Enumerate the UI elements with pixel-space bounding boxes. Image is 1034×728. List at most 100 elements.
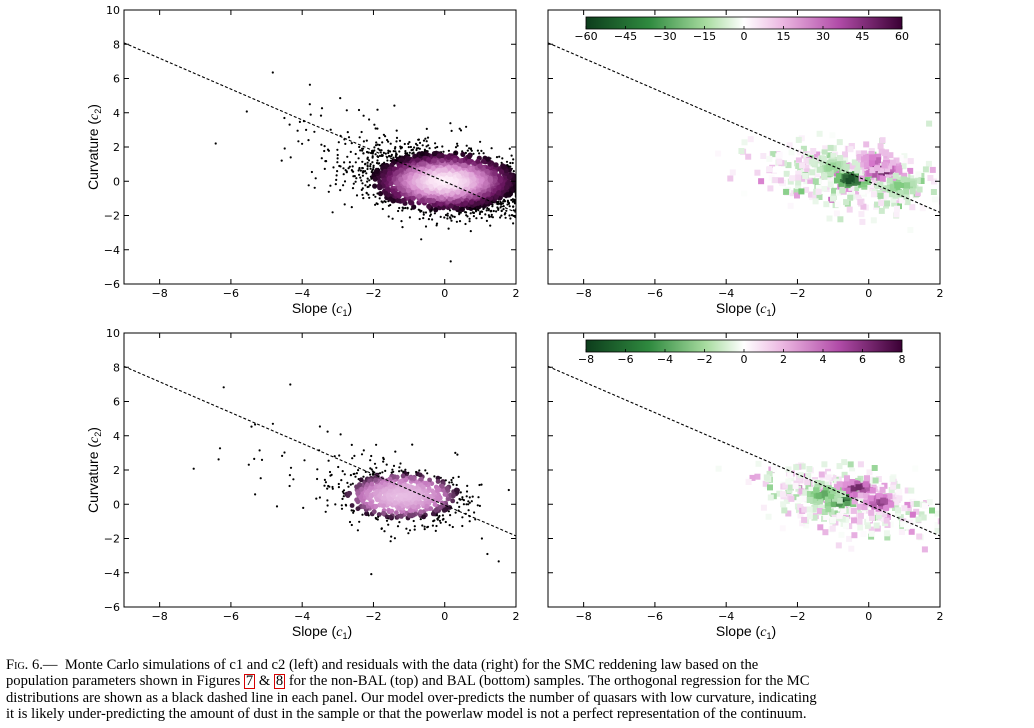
residual-cell — [946, 497, 952, 503]
data-point — [364, 184, 367, 187]
data-point — [518, 201, 520, 203]
residual-cluster-cell — [890, 159, 896, 166]
residual-cell — [905, 505, 912, 512]
residual-cell — [892, 192, 899, 199]
data-point — [348, 165, 351, 168]
residual-cluster-cell — [855, 484, 862, 491]
data-point — [512, 184, 516, 190]
data-point — [478, 152, 481, 155]
data-point — [457, 475, 460, 478]
residual-cell — [893, 499, 900, 506]
data-point — [407, 532, 410, 535]
data-point — [525, 197, 527, 199]
x-tick-label: −6 — [223, 610, 239, 623]
residual-cell — [842, 151, 848, 158]
data-point — [419, 197, 425, 203]
data-point — [559, 203, 561, 205]
residual-cell — [755, 460, 762, 467]
data-point — [431, 202, 437, 208]
residual-cell — [841, 471, 848, 478]
residual-cell — [806, 513, 813, 520]
residual-cell — [897, 155, 904, 161]
data-point — [444, 485, 450, 491]
residual-cell — [741, 139, 748, 146]
data-point — [423, 528, 426, 531]
residual-cell — [904, 199, 911, 206]
data-point — [366, 151, 369, 154]
data-point — [356, 529, 359, 532]
data-point — [467, 503, 470, 506]
data-point — [465, 125, 468, 128]
data-point — [502, 205, 505, 208]
y-tick-label: 0 — [113, 498, 120, 511]
data-point — [214, 142, 217, 145]
data-point — [447, 505, 453, 510]
data-point — [470, 149, 473, 152]
residual-cell — [741, 190, 748, 197]
data-point — [455, 193, 461, 199]
data-point — [375, 517, 378, 521]
data-point — [381, 141, 384, 144]
data-point — [371, 509, 377, 515]
residual-cell — [905, 509, 912, 515]
residual-cell — [830, 195, 836, 202]
residual-cell — [812, 198, 819, 205]
data-point — [319, 114, 323, 117]
plot-area-bottom-right — [548, 365, 952, 553]
data-point — [336, 148, 339, 151]
data-point — [303, 459, 306, 462]
data-point — [369, 165, 372, 168]
data-point — [341, 497, 344, 500]
data-point — [418, 476, 424, 482]
data-point — [307, 184, 310, 187]
residual-cell — [829, 525, 836, 532]
data-point — [402, 207, 405, 210]
data-point — [305, 128, 308, 131]
data-point — [320, 107, 324, 110]
data-point — [421, 484, 426, 490]
data-point — [474, 518, 477, 521]
residual-cell — [785, 510, 792, 517]
data-point — [346, 155, 349, 158]
data-point — [541, 192, 543, 194]
data-point — [288, 123, 291, 126]
residual-cluster-cell — [883, 504, 890, 511]
data-point — [430, 488, 435, 494]
data-point — [426, 157, 432, 163]
residual-cluster-cell — [849, 491, 856, 498]
residual-cell — [787, 202, 794, 209]
data-point — [450, 129, 453, 132]
data-point — [497, 178, 503, 184]
data-point — [427, 218, 430, 221]
data-point — [458, 497, 461, 501]
data-point — [374, 153, 377, 156]
data-point — [365, 490, 370, 496]
data-point — [441, 177, 447, 183]
data-point — [545, 195, 547, 197]
data-point — [536, 200, 538, 202]
data-point — [427, 144, 430, 147]
residual-cluster-cell — [835, 173, 842, 179]
residual-cell — [847, 146, 854, 153]
residual-cluster-cell — [852, 171, 858, 177]
residual-cluster-cell — [888, 501, 895, 508]
residual-cluster-cell — [909, 180, 916, 187]
data-point — [533, 200, 535, 202]
data-point — [402, 470, 405, 473]
residual-cell — [875, 476, 882, 482]
y-tick-label: 4 — [113, 107, 120, 120]
data-point — [452, 157, 458, 163]
data-point — [411, 504, 416, 510]
data-point — [395, 136, 399, 139]
data-point — [352, 511, 355, 514]
residual-cluster-cell — [819, 159, 826, 166]
data-point — [519, 197, 521, 199]
residual-cell — [900, 163, 907, 170]
residual-cell — [839, 515, 846, 522]
data-point — [446, 212, 449, 215]
data-point — [472, 211, 475, 214]
data-point — [555, 226, 557, 228]
data-point — [445, 154, 452, 160]
residual-cell — [869, 514, 875, 521]
data-point — [391, 468, 394, 471]
